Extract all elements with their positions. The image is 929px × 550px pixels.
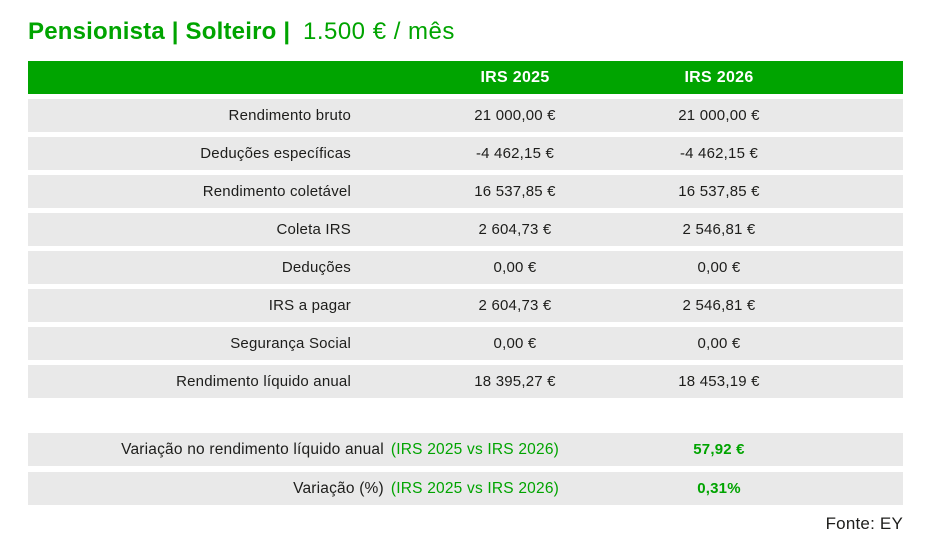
summary-value-percent: 0,31% [697, 480, 741, 497]
row-value-2026: 2 546,81 € [682, 221, 756, 238]
row-value-2026: 18 453,19 € [678, 373, 760, 390]
row-label: IRS a pagar [268, 297, 351, 314]
row-label: Rendimento líquido anual [176, 373, 351, 390]
table-row: Rendimento líquido anual 18 395,27 € 18 … [28, 365, 903, 398]
column-header-irs-2026: IRS 2026 [684, 68, 754, 86]
row-value-2026: -4 462,15 € [679, 145, 759, 162]
row-value-2025: 18 395,27 € [474, 373, 556, 390]
row-value-2025: 0,00 € [493, 335, 537, 352]
summary-comparison-note: (IRS 2025 vs IRS 2026) [390, 479, 559, 497]
row-label: Coleta IRS [276, 221, 351, 238]
row-value-2025: 2 604,73 € [478, 297, 552, 314]
table-row: Coleta IRS 2 604,73 € 2 546,81 € [28, 213, 903, 246]
row-value-2025: 2 604,73 € [478, 221, 552, 238]
title-income-segment: 1.500 € / mês [302, 18, 455, 45]
row-label: Rendimento bruto [228, 107, 351, 124]
table-row: Deduções específicas -4 462,15 € -4 462,… [28, 137, 903, 170]
summary-comparison-note: (IRS 2025 vs IRS 2026) [390, 440, 559, 458]
row-value-2025: 16 537,85 € [474, 183, 556, 200]
table-header-row: IRS 2025 IRS 2026 [28, 61, 903, 94]
row-value-2026: 2 546,81 € [682, 297, 756, 314]
row-value-2026: 0,00 € [697, 335, 741, 352]
section-spacer [28, 403, 903, 433]
summary-label: Variação no rendimento líquido anual [121, 440, 384, 458]
summary-label: Variação (%) [293, 479, 384, 497]
irs-comparison-table: IRS 2025 IRS 2026 Rendimento bruto 21 00… [28, 61, 903, 534]
row-label: Rendimento coletável [202, 183, 351, 200]
table-row: Rendimento coletável 16 537,85 € 16 537,… [28, 175, 903, 208]
column-header-irs-2025: IRS 2025 [480, 68, 550, 86]
row-label: Deduções específicas [200, 145, 351, 162]
row-value-2025: 21 000,00 € [474, 107, 556, 124]
row-value-2026: 21 000,00 € [678, 107, 760, 124]
summary-row-variation-amount: Variação no rendimento líquido anual (IRS… [28, 433, 903, 466]
row-value-2025: -4 462,15 € [475, 145, 555, 162]
source-credit: Fonte: EY [825, 514, 903, 533]
row-value-2026: 0,00 € [697, 259, 741, 276]
summary-value-amount: 57,92 € [693, 441, 745, 458]
row-value-2025: 0,00 € [493, 259, 537, 276]
table-row: Deduções 0,00 € 0,00 € [28, 251, 903, 284]
row-label: Deduções [281, 259, 351, 276]
table-row: IRS a pagar 2 604,73 € 2 546,81 € [28, 289, 903, 322]
table-row: Segurança Social 0,00 € 0,00 € [28, 327, 903, 360]
summary-row-variation-percent: Variação (%) (IRS 2025 vs IRS 2026) 0,31% [28, 472, 903, 505]
row-value-2026: 16 537,85 € [678, 183, 760, 200]
page-title: Pensionista | Solteiro | 1.500 € / mês [28, 16, 455, 48]
row-label: Segurança Social [230, 335, 351, 352]
title-profile-segment: Pensionista | Solteiro | [28, 18, 291, 45]
table-row: Rendimento bruto 21 000,00 € 21 000,00 € [28, 99, 903, 132]
